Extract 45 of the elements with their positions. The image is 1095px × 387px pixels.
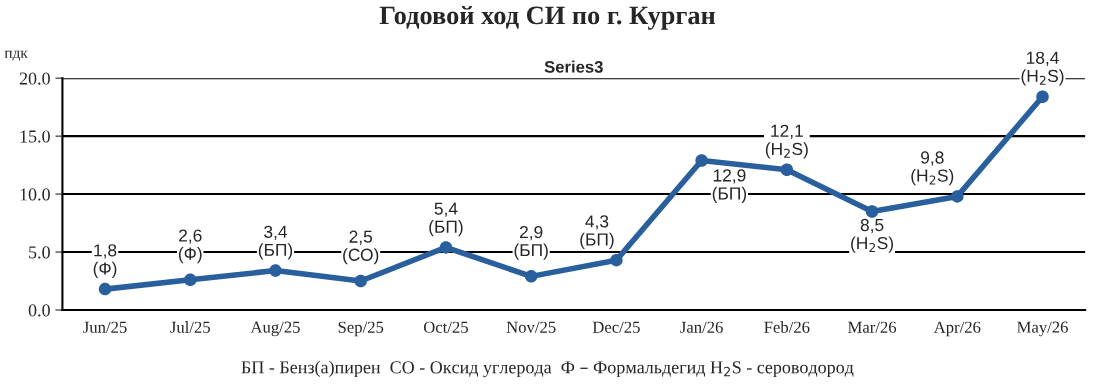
point [524, 270, 538, 283]
x-tick-label: Apr/26 [933, 321, 981, 337]
data-label: 2,9 (БП) [514, 225, 548, 260]
data-label: 3,4 (БП) [258, 225, 293, 260]
x-tick-label: May/26 [1017, 321, 1068, 337]
y-tick-label: 5.0 [29, 246, 50, 259]
x-tick-label: Jan/26 [680, 321, 723, 333]
data-label: 12,1 (H$_{2}$S) [765, 124, 808, 159]
data-label: 1,8 (Ф) [93, 244, 117, 278]
x-tick-label: Feb/26 [764, 321, 810, 333]
data-label: 18,4 (H$_{2}$S) [1021, 51, 1064, 86]
chart-subtitle: Series3 [544, 60, 603, 73]
point [1036, 90, 1049, 103]
x-tick-label: Sep/25 [338, 321, 384, 337]
x-tick-label: Oct/25 [423, 321, 468, 333]
text: БП - Бенз(а)пирен СО - Оксид углерода Ф – Формальдегид H$_{2}$S - сероводород [241, 360, 854, 378]
data-label: 8,5 (H$_{2}$S) [851, 218, 893, 253]
point [780, 163, 794, 176]
point [98, 282, 112, 296]
point [951, 190, 964, 203]
y-tick-label: 10.0 [20, 188, 50, 201]
point [184, 273, 197, 287]
y-tick-label: 0.0 [28, 304, 50, 317]
data-label: 12,9 (БП) [712, 169, 747, 204]
point [354, 274, 367, 288]
point [610, 253, 623, 267]
y-tick-label: 15.0 [20, 130, 50, 143]
data-label: 2,6 (Ф) [178, 229, 202, 264]
y-tick-label: 20.0 [19, 72, 50, 85]
point [269, 264, 282, 277]
x-tick-label: Jun/25 [83, 321, 127, 333]
chart-title: Годовой ход СИ по г. Курган [379, 5, 716, 30]
data-label: 5,4 (БП) [429, 202, 463, 237]
data-label: 9,8 (H$_{2}$S) [911, 151, 954, 186]
point [695, 154, 708, 167]
x-tick-label: Aug/25 [250, 321, 300, 337]
x-tick-label: Jul/25 [170, 321, 210, 333]
x-tick-label: Dec/25 [592, 321, 640, 333]
x-tick-label: Nov/25 [506, 321, 556, 333]
y-axis-title: пдк [4, 50, 28, 61]
data-label: 2,5 (СО) [343, 230, 379, 265]
data-label: 4,3 (БП) [580, 215, 614, 250]
point [865, 205, 879, 218]
point [439, 241, 453, 254]
x-tick-label: Mar/26 [848, 321, 897, 333]
